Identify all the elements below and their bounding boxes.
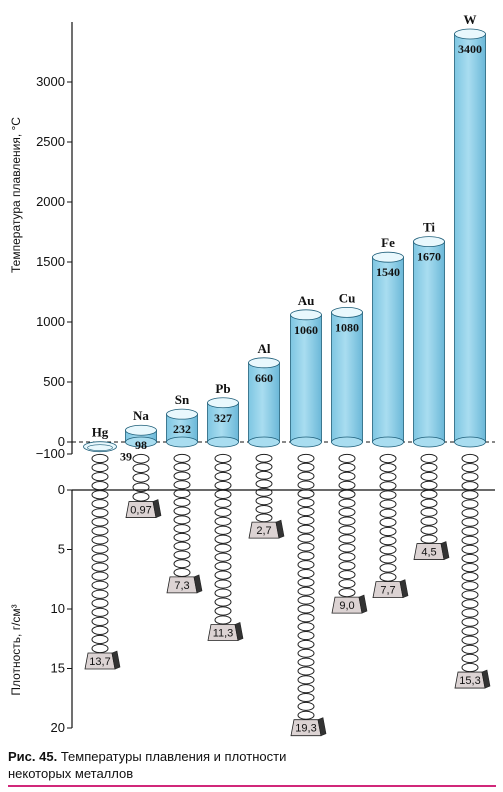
- y2-axis-title: Плотность, г/см³: [9, 604, 23, 695]
- metal-label-Na: Na: [133, 408, 149, 423]
- weight-side: [234, 622, 244, 641]
- caption-prefix: Рис. 45.: [8, 749, 58, 764]
- density-label-Hg: 13,7: [89, 656, 110, 668]
- bar-W: [454, 33, 486, 443]
- bar-Al: [248, 362, 280, 443]
- value-label-W: 3400: [458, 42, 482, 56]
- figure-caption: Рис. 45. Температуры плавления и плотнос…: [8, 748, 496, 782]
- y-tick-label: −100: [36, 446, 65, 461]
- y-tick-label: 2000: [36, 194, 65, 209]
- value-label-Sn: 232: [173, 422, 191, 436]
- density-label-Au: 19,3: [295, 723, 316, 735]
- metal-label-Hg: Hg: [92, 425, 109, 440]
- bar-top: [207, 397, 239, 409]
- spring-Al: [255, 453, 273, 523]
- spring-Sn: [173, 453, 191, 577]
- metal-label-Au: Au: [298, 293, 315, 308]
- density-label-Ti: 4,5: [421, 547, 436, 559]
- y2-tick-label: 5: [58, 542, 65, 557]
- bar-base: [290, 436, 322, 448]
- metal-label-W: W: [464, 12, 477, 27]
- weight-side: [481, 669, 491, 689]
- value-label-Ti: 1670: [417, 250, 441, 264]
- y2-tick-label: 20: [51, 720, 65, 735]
- chart: −10005001000150020002500300005101520Темп…: [9, 12, 495, 737]
- metal-label-Ti: Ti: [423, 220, 435, 235]
- bar-base: [413, 436, 445, 448]
- density-label-Fe: 7,7: [380, 585, 395, 597]
- y-tick-label: 1000: [36, 314, 65, 329]
- springs: [84, 453, 491, 737]
- bar-Fe: [372, 256, 404, 443]
- y-tick-label: 1500: [36, 254, 65, 269]
- bar-base: [331, 436, 363, 448]
- metal-label-Fe: Fe: [381, 235, 395, 250]
- y-tick-label: 0: [58, 434, 65, 449]
- bar-top: [248, 357, 280, 369]
- bar-top: [454, 28, 486, 40]
- spring-Cu: [338, 453, 356, 598]
- value-label-Al: 660: [255, 371, 273, 385]
- bar-base: [166, 436, 198, 448]
- density-label-Pb: 11,3: [213, 627, 234, 639]
- caption-line1: Температуры плавления и плотности: [60, 749, 287, 764]
- weight-side: [317, 717, 327, 737]
- weight-side: [152, 499, 162, 518]
- weight-side: [358, 594, 368, 614]
- bar-base: [454, 436, 486, 448]
- spring-Na: [132, 453, 150, 502]
- bar-Pb: [207, 402, 239, 443]
- weight-side: [275, 519, 285, 539]
- bar-base: [207, 436, 239, 448]
- labels: 39 Hg 13,7 98 Na 0,97 232 Sn 7,3 327 Pb 11,3 660 Al 2,…: [89, 12, 482, 735]
- y-tick-label: 3000: [36, 74, 65, 89]
- spring-W: [461, 453, 479, 673]
- weight-side: [399, 579, 409, 599]
- metal-label-Pb: Pb: [215, 381, 230, 396]
- bar-inner: [87, 444, 113, 451]
- y2-tick-label: 10: [51, 601, 65, 616]
- weight-side: [440, 541, 450, 560]
- bars: [83, 28, 486, 453]
- bar-top: [413, 236, 445, 248]
- spring-Fe: [379, 453, 397, 582]
- bar-base: [248, 436, 280, 448]
- bar-base: [125, 436, 157, 448]
- density-label-Al: 2,7: [256, 525, 271, 537]
- value-label-Na: 98: [135, 438, 147, 452]
- caption-divider: [8, 785, 496, 787]
- density-label-W: 15,3: [459, 675, 480, 687]
- spring-Au: [297, 453, 315, 720]
- y-tick-label: 500: [43, 374, 65, 389]
- spring-Ti: [420, 453, 438, 544]
- y-axis-title: Температура плавления, °С: [9, 117, 23, 273]
- value-label-Fe: 1540: [376, 265, 400, 279]
- caption-line2: некоторых металлов: [8, 766, 134, 781]
- bar-top: [372, 251, 404, 263]
- y2-tick-label: 0: [58, 482, 65, 497]
- metal-label-Sn: Sn: [175, 392, 190, 407]
- bar-top: [166, 408, 198, 420]
- y-tick-label: 2500: [36, 134, 65, 149]
- value-label-Hg: 39: [120, 450, 132, 464]
- metal-label-Al: Al: [258, 341, 271, 356]
- value-label-Cu: 1080: [335, 320, 359, 334]
- density-label-Cu: 9,0: [339, 600, 354, 612]
- bar-top: [331, 306, 363, 318]
- density-label-Sn: 7,3: [174, 580, 189, 592]
- metal-label-Cu: Cu: [339, 290, 356, 305]
- bar-Ti: [413, 241, 445, 443]
- bar-Hg: [83, 441, 117, 453]
- value-label-Pb: 327: [214, 411, 232, 425]
- bar-top: [290, 309, 322, 321]
- bar-top: [125, 424, 157, 436]
- weight-side: [111, 650, 121, 670]
- spring-Pb: [214, 453, 232, 625]
- spring-Hg: [91, 453, 109, 654]
- density-label-Na: 0,97: [130, 505, 151, 517]
- y2-tick-label: 15: [51, 661, 65, 676]
- bar-base: [372, 436, 404, 448]
- weight-side: [193, 574, 203, 594]
- value-label-Au: 1060: [294, 323, 318, 337]
